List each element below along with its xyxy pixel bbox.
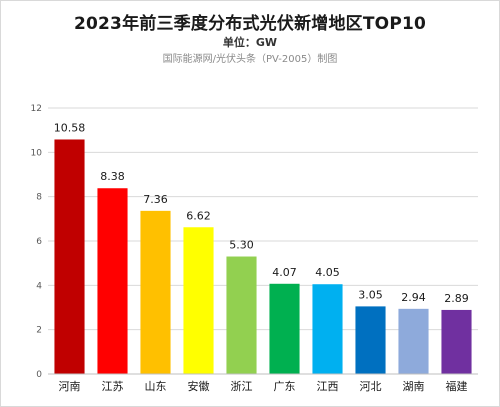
x-tick-label: 湖南	[403, 380, 425, 393]
y-tick-label: 4	[36, 281, 42, 291]
bar-3	[140, 210, 171, 374]
bar-5	[226, 256, 257, 374]
data-label: 3.05	[358, 288, 383, 301]
data-label: 4.07	[272, 266, 297, 279]
data-label: 2.94	[401, 291, 426, 304]
data-label: 2.89	[444, 292, 469, 305]
x-tick-label: 广东	[274, 380, 296, 393]
data-label: 8.38	[100, 170, 125, 183]
bar-7	[312, 284, 343, 374]
bar-10	[441, 309, 472, 374]
y-tick-label: 0	[36, 370, 42, 380]
data-label: 7.36	[143, 193, 168, 206]
x-tick-label: 河南	[59, 380, 81, 393]
data-label: 10.58	[54, 121, 86, 134]
y-tick-label: 6	[36, 237, 42, 247]
data-labels: 10.58 8.38 7.36 6.62 5.30 4.07 4.05 3.05 2.94 2.8…	[54, 121, 469, 304]
x-tick-label: 河北	[360, 380, 382, 393]
bar-9	[398, 308, 429, 374]
x-tick-label: 江苏	[102, 380, 124, 393]
chart-source: 国际能源网/光伏头条（PV-2005）制图	[162, 54, 338, 65]
x-tick-label: 浙江	[231, 380, 253, 393]
chart-title: 2023年前三季度分布式光伏新增地区TOP10	[73, 14, 427, 34]
chart-subtitle: 单位：GW	[222, 36, 278, 49]
data-label: 4.05	[315, 266, 340, 279]
x-tick-label: 江西	[317, 380, 339, 393]
x-tick-label: 山东	[145, 380, 167, 393]
x-axis: 河南 江苏 山东 安徽 浙江 广东 江西 河北 湖南 福建	[48, 373, 478, 393]
x-tick-label: 福建	[446, 379, 468, 393]
y-tick-label: 12	[31, 104, 42, 114]
bar-2	[97, 188, 128, 374]
data-label: 6.62	[186, 209, 211, 222]
bar-4	[183, 227, 214, 374]
y-tick-label: 2	[36, 326, 42, 336]
y-tick-label: 10	[31, 148, 43, 158]
bar-8	[355, 306, 386, 374]
bar-1	[54, 139, 85, 374]
bar-6	[269, 283, 300, 374]
y-axis: 0 2 4 6 8 10 12	[31, 104, 43, 380]
bars	[54, 139, 472, 374]
data-label: 5.30	[229, 239, 254, 252]
y-tick-label: 8	[36, 193, 42, 203]
x-tick-label: 安徽	[188, 379, 210, 393]
